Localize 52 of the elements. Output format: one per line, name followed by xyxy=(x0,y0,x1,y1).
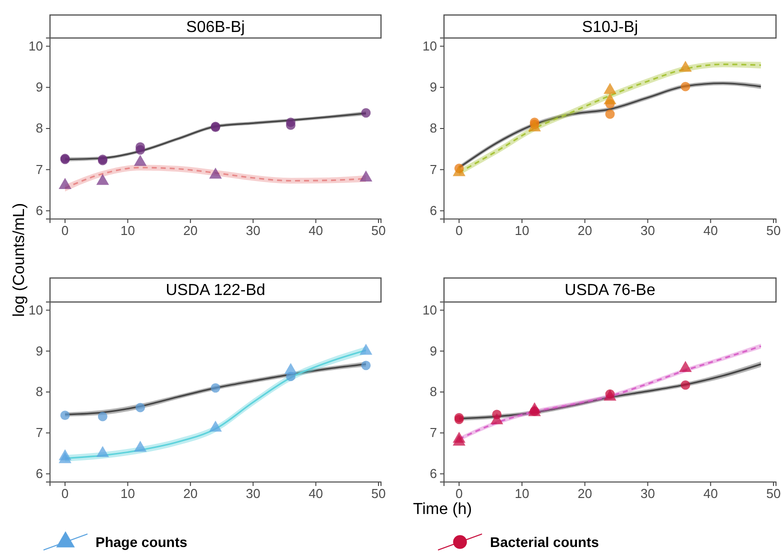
chart-title: USDA 76-Be xyxy=(564,282,656,299)
y-tick-label: 7 xyxy=(430,425,437,440)
y-tick-label: 8 xyxy=(430,120,437,136)
y-tick-label: 6 xyxy=(36,202,43,218)
y-axis-title: log (Counts/mL) xyxy=(11,203,28,317)
x-tick-label: 0 xyxy=(455,486,463,502)
chart-title: S06B-Bj xyxy=(186,19,245,36)
x-tick-label: 50 xyxy=(766,223,781,238)
x-tick-label: 0 xyxy=(61,223,69,238)
y-tick-label: 6 xyxy=(430,466,437,481)
x-tick-label: 40 xyxy=(308,486,324,502)
y-tick-label: 7 xyxy=(36,425,43,440)
x-tick-label: 10 xyxy=(514,486,530,502)
y-tick-label: 9 xyxy=(430,343,437,358)
legend-label: Phage counts xyxy=(96,534,188,550)
x-tick-label: 30 xyxy=(246,486,260,502)
x-tick-label: 0 xyxy=(455,223,463,238)
x-tick-label: 40 xyxy=(703,223,718,238)
chart-title: S10J-Bj xyxy=(582,19,638,36)
x-tick-label: 10 xyxy=(120,223,135,238)
x-tick-label: 20 xyxy=(578,223,592,238)
x-tick-label: 30 xyxy=(640,486,655,502)
y-tick-label: 8 xyxy=(36,384,43,400)
y-tick-label: 10 xyxy=(422,302,437,318)
y-tick-label: 10 xyxy=(28,302,43,318)
y-tick-label: 7 xyxy=(430,162,437,177)
x-tick-label: 50 xyxy=(766,486,781,502)
x-tick-label: 40 xyxy=(703,486,718,502)
y-tick-label: 8 xyxy=(36,120,43,136)
y-tick-label: 10 xyxy=(28,38,43,54)
x-tick-label: 20 xyxy=(578,486,592,502)
x-axis-title: Time (h) xyxy=(413,501,472,518)
x-tick-label: 30 xyxy=(640,223,655,238)
x-tick-label: 20 xyxy=(183,223,198,238)
y-tick-label: 6 xyxy=(36,466,43,481)
x-tick-label: 10 xyxy=(120,486,135,502)
y-tick-label: 9 xyxy=(36,343,43,358)
x-tick-label: 10 xyxy=(514,223,530,238)
x-tick-label: 50 xyxy=(371,223,386,238)
x-tick-label: 0 xyxy=(61,486,69,502)
y-tick-label: 10 xyxy=(422,38,437,54)
x-tick-label: 50 xyxy=(371,486,386,502)
y-tick-label: 7 xyxy=(36,162,43,177)
y-tick-label: 8 xyxy=(430,384,437,400)
y-tick-label: 9 xyxy=(430,80,437,95)
x-tick-label: 20 xyxy=(183,486,198,502)
y-tick-label: 6 xyxy=(430,202,437,218)
chart-title: USDA 122-Bd xyxy=(166,282,266,299)
y-tick-label: 9 xyxy=(36,80,43,95)
legend-label: Bacterial counts xyxy=(490,534,600,550)
x-tick-label: 40 xyxy=(308,223,324,238)
x-tick-label: 30 xyxy=(246,223,260,238)
